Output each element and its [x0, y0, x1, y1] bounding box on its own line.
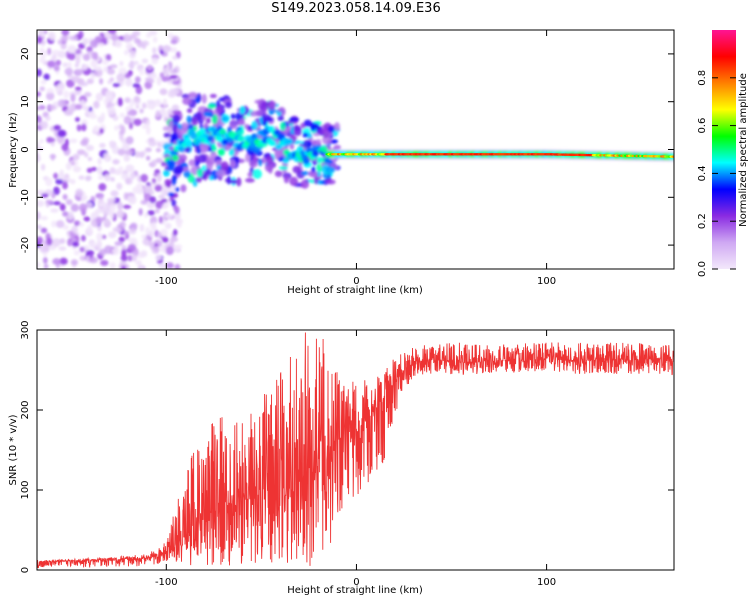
figure-title: S149.2023.058.14.09.E36	[271, 1, 441, 16]
x-tick-label: 0	[353, 577, 359, 588]
y-tick-label: 200	[20, 400, 31, 419]
y-tick-label: 0	[20, 146, 31, 152]
snr-xlabel: Height of straight line (km)	[287, 585, 423, 596]
x-tick-label: -100	[155, 276, 178, 287]
snr-panel: -100 0 100 0 100 200 300 Height of straight l…	[8, 320, 675, 596]
spectrogram-ylabel: Frequency (Hz)	[8, 112, 19, 188]
spectrogram-ridge	[325, 153, 674, 158]
colorbar-gradient	[712, 30, 736, 269]
colorbar-tick-label: 0.0	[697, 261, 708, 277]
snr-frame	[36, 329, 675, 571]
y-tick-label: 20	[20, 48, 31, 61]
y-tick-label: -20	[20, 237, 31, 253]
colorbar-label: Normalized spectral amplitude	[738, 73, 749, 227]
x-tick-label: 100	[537, 276, 556, 287]
colorbar-tick-label: 0.4	[697, 165, 708, 181]
spectrogram-xlabel: Height of straight line (km)	[287, 285, 423, 296]
snr-line	[37, 332, 674, 569]
y-tick-label: -10	[20, 189, 31, 205]
spectrogram-image	[37, 30, 674, 269]
y-tick-label: 300	[20, 320, 31, 339]
colorbar: 0.0 0.2 0.4 0.6 0.8 Normalized spectral ampl…	[697, 30, 749, 277]
colorbar-tick-label: 0.6	[697, 118, 708, 134]
colorbar-tick-label: 0.8	[697, 70, 708, 86]
snr-ylabel: SNR (10 * v/v)	[8, 414, 19, 485]
y-tick-label: 0	[20, 567, 31, 573]
y-tick-label: 100	[20, 480, 31, 499]
colorbar-tick-label: 0.2	[697, 213, 708, 229]
x-tick-label: -100	[155, 577, 178, 588]
x-tick-label: 0	[353, 276, 359, 287]
spectrogram-blobs	[37, 30, 674, 269]
x-tick-label: 100	[537, 577, 556, 588]
y-tick-label: 10	[20, 95, 31, 108]
